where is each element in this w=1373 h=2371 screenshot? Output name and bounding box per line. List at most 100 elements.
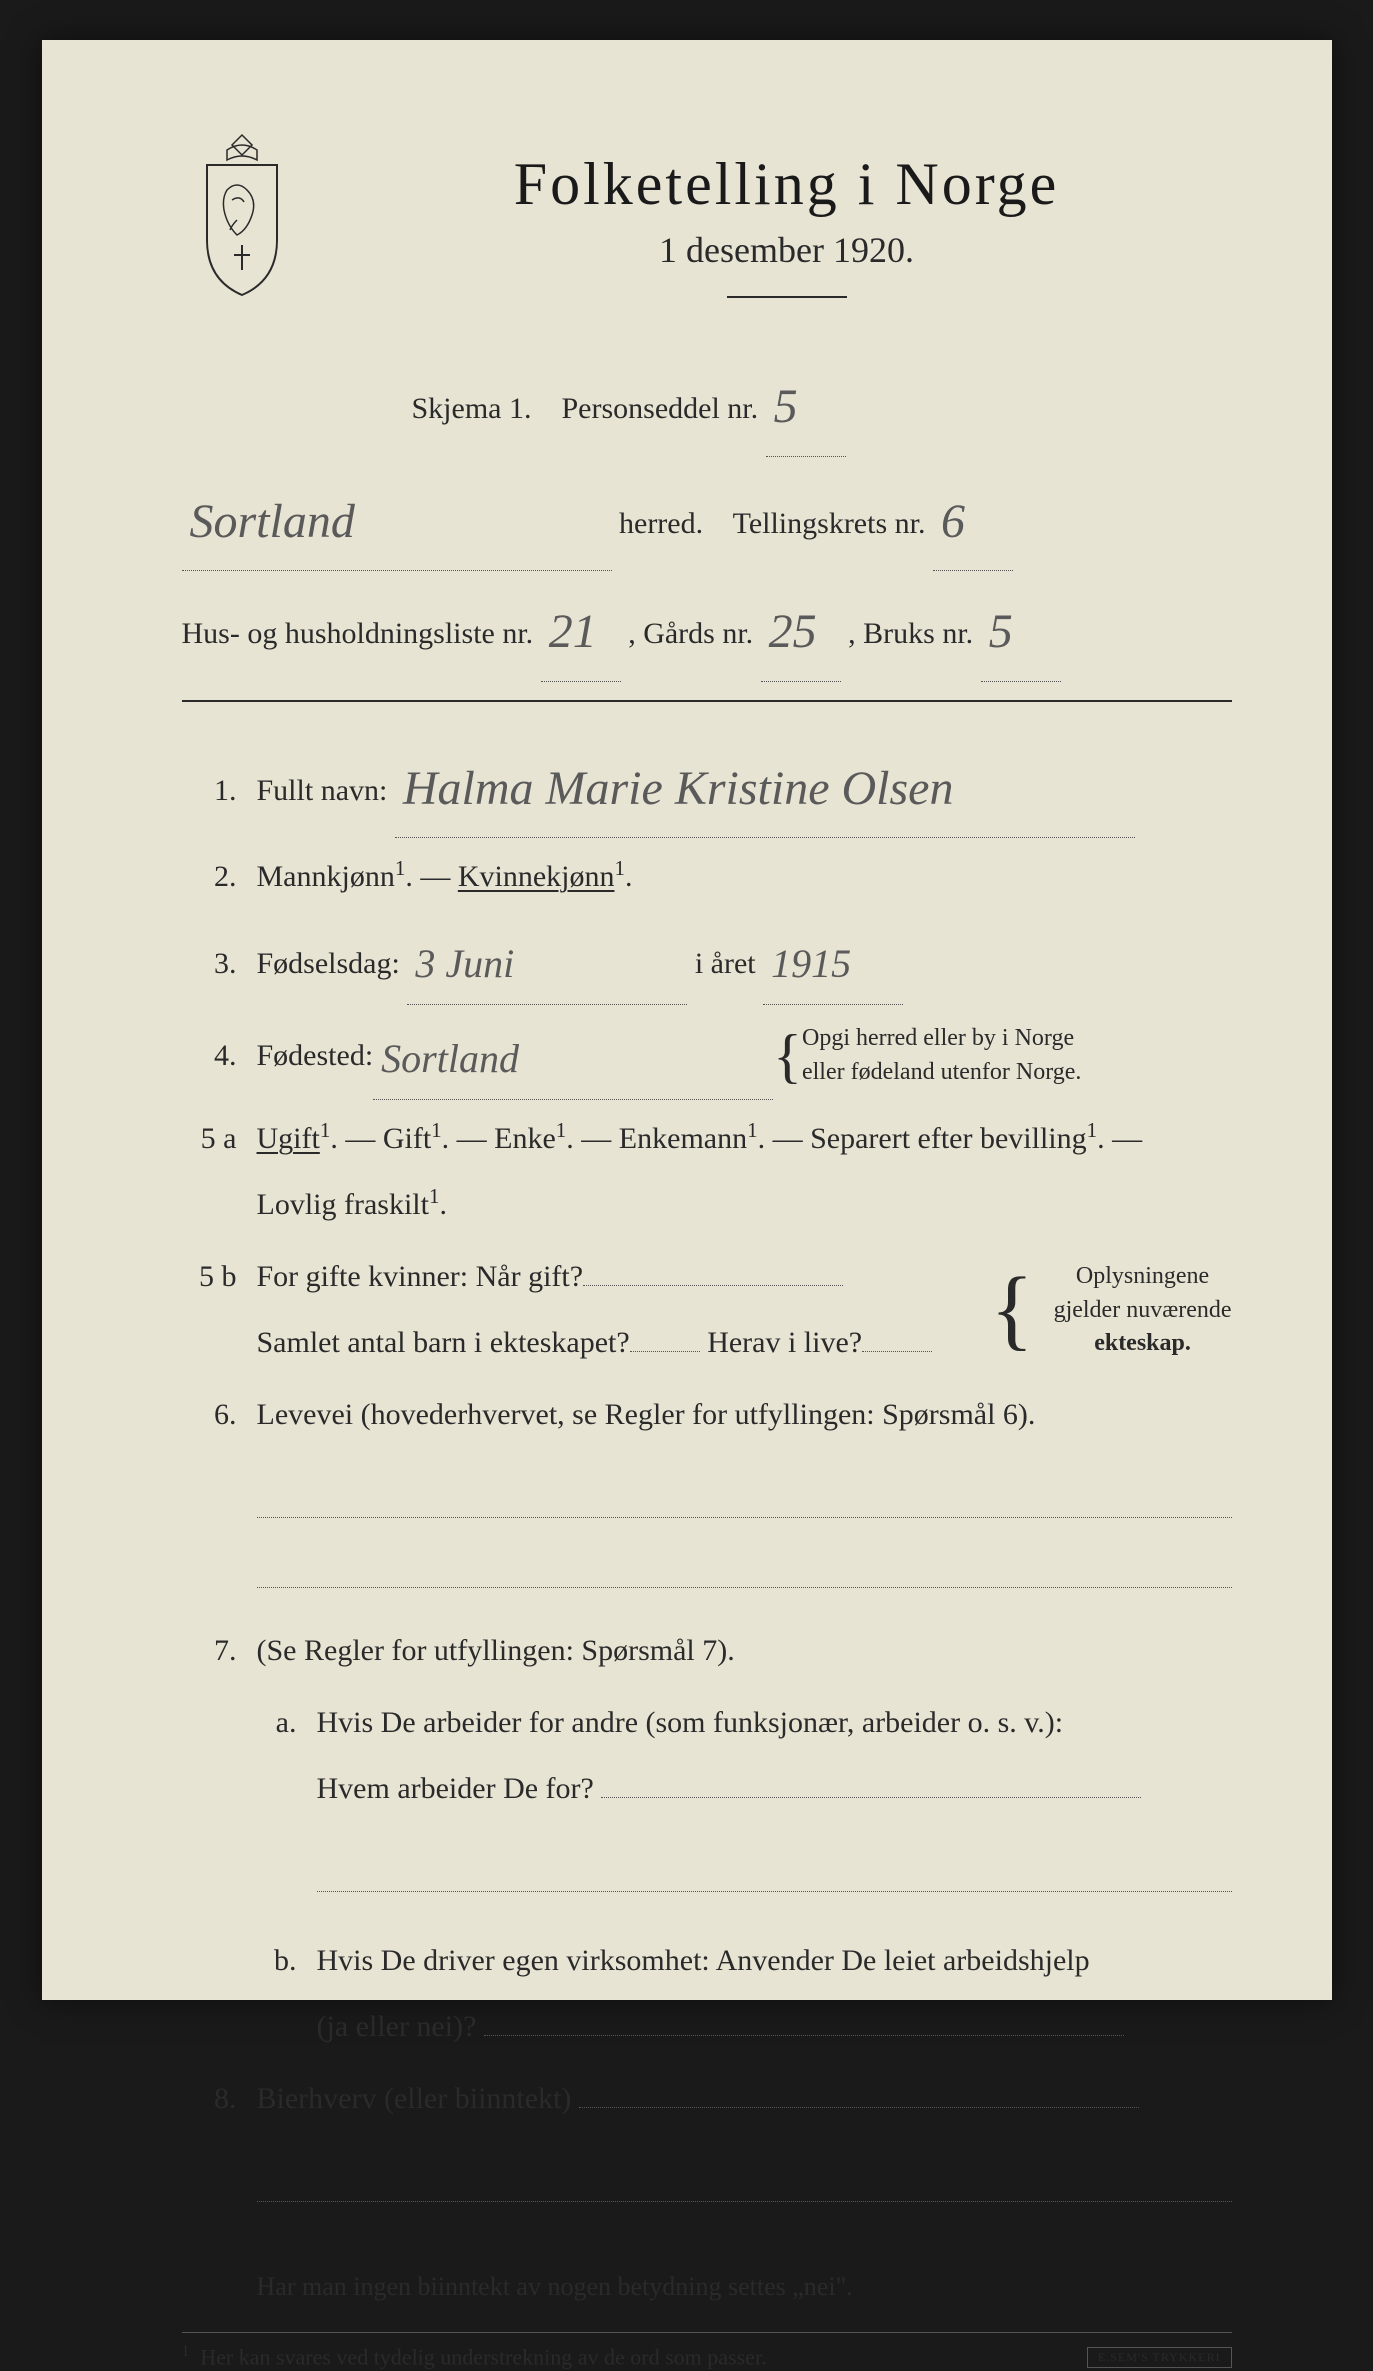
q5a-fraskilt: Lovlig fraskilt <box>257 1188 429 1221</box>
q6-label: Levevei (hovederhvervet, se Regler for u… <box>257 1398 1036 1431</box>
q1: 1. Fullt navn: Halma Marie Kristine Olse… <box>182 732 1232 839</box>
brace-icon: { <box>773 1032 802 1080</box>
q6-blanks <box>182 1478 1232 1588</box>
footnote-row: 1 Her kan svares ved tydelig understrekn… <box>182 2332 1232 2370</box>
q7a-blank <box>317 1852 1232 1892</box>
husliste-value: 21 <box>549 605 597 658</box>
q6-blank-2 <box>257 1548 1232 1588</box>
q1-value: Halma Marie Kristine Olsen <box>403 762 954 815</box>
tellingskrets-field: 6 <box>933 465 1013 572</box>
q4-note: Opgi herred eller by i Norge eller fødel… <box>802 1022 1081 1089</box>
gards-field: 25 <box>761 575 841 682</box>
q6-blank-1 <box>257 1478 1232 1518</box>
q5b-ilive-field <box>862 1351 932 1352</box>
gards-value: 25 <box>769 605 817 658</box>
q4-label: Fødested: <box>257 1023 374 1089</box>
census-form-page: Folketelling i Norge 1 desember 1920. Sk… <box>42 40 1332 2000</box>
meta-row-2: Sortland herred. Tellingskrets nr. 6 <box>182 465 1232 572</box>
q7b-field <box>484 2035 1124 2036</box>
q7b-line1: Hvis De driver egen virksomhet: Anvender… <box>317 1944 1090 1977</box>
q5a-enke: Enke <box>494 1122 556 1155</box>
q7a-line1: Hvis De arbeider for andre (som funksjon… <box>317 1706 1064 1739</box>
printer-stamp: E.SEM'S TRYKKERI <box>1087 2347 1232 2368</box>
q5a: 5 a Ugift1. — Gift1. — Enke1. — Enkemann… <box>182 1106 1232 1238</box>
personseddel-label: Personseddel nr. <box>562 392 759 425</box>
q2: 2. Mannkjønn1. — Kvinnekjønn1. <box>182 844 1232 910</box>
q5a-separert: Separert efter bevilling <box>810 1122 1087 1155</box>
q7a-line2: Hvem arbeider De for? <box>317 1772 594 1805</box>
bruks-field: 5 <box>981 575 1061 682</box>
brace-icon: { <box>990 1274 1033 1346</box>
q6: 6. Levevei (hovederhvervet, se Regler fo… <box>182 1382 1232 1448</box>
q3-day-value: 3 Juni <box>415 941 514 986</box>
tellingskrets-label: Tellingskrets nr. <box>733 507 926 540</box>
meta-row-3: Hus- og husholdningsliste nr. 21 , Gårds… <box>182 575 1232 682</box>
q3-num: 3. <box>182 931 237 997</box>
title-block: Folketelling i Norge 1 desember 1920. <box>342 130 1232 298</box>
q4-field: Sortland <box>373 1011 773 1100</box>
q7b-num: b. <box>257 1928 297 1994</box>
q5b-barn-field <box>630 1351 700 1352</box>
q5b-gift-field <box>583 1285 843 1286</box>
q7b: b. Hvis De driver egen virksomhet: Anven… <box>182 1928 1232 2060</box>
footer-note: Har man ingen biinntekt av nogen betydni… <box>182 2272 1232 2302</box>
husliste-label: Hus- og husholdningsliste nr. <box>182 617 534 650</box>
q8-field <box>579 2107 1139 2108</box>
q5b-note: Oplysningene gjelder nuværende ekteskap. <box>1054 1260 1232 1361</box>
bruks-label: , Bruks nr. <box>848 617 973 650</box>
subtitle: 1 desember 1920. <box>342 229 1232 271</box>
q3-day-field: 3 Juni <box>407 916 687 1005</box>
q4: 4. Fødested: Sortland { Opgi herred elle… <box>182 1011 1232 1100</box>
q2-num: 2. <box>182 844 237 910</box>
footnote-num: 1 <box>182 2343 190 2360</box>
section-divider <box>182 700 1232 702</box>
meta-section: Skjema 1. Personseddel nr. 5 Sortland he… <box>182 350 1232 682</box>
q7-label: (Se Regler for utfyllingen: Spørsmål 7). <box>257 1634 735 1667</box>
q5b-line2a: Samlet antal barn i ekteskapet? <box>257 1326 630 1359</box>
q7a-num: a. <box>257 1690 297 1756</box>
q5a-enkemann: Enkemann <box>619 1122 747 1155</box>
q5a-ugift: Ugift <box>257 1122 320 1155</box>
personseddel-nr-field: 5 <box>766 350 846 457</box>
q1-label: Fullt navn: <box>257 774 388 807</box>
q1-num: 1. <box>182 758 237 824</box>
q5b-line2b: Herav i live? <box>707 1326 862 1359</box>
bruks-value: 5 <box>989 605 1013 658</box>
husliste-field: 21 <box>541 575 621 682</box>
q2-opt-female: Kvinnekjønn <box>458 860 615 893</box>
q7b-line2: (ja eller nei)? <box>317 2010 477 2043</box>
q5b-num: 5 b <box>182 1244 237 1310</box>
meta-row-1: Skjema 1. Personseddel nr. 5 <box>182 350 1232 457</box>
herred-field: Sortland <box>182 465 612 572</box>
herred-value: Sortland <box>190 495 355 548</box>
q7-num: 7. <box>182 1618 237 1684</box>
q1-field: Halma Marie Kristine Olsen <box>395 732 1135 839</box>
q7: 7. (Se Regler for utfyllingen: Spørsmål … <box>182 1618 1232 1684</box>
q3-mid: i året <box>695 947 756 980</box>
q5b: 5 b For gifte kvinner: Når gift? Samlet … <box>182 1244 1232 1376</box>
q6-num: 6. <box>182 1382 237 1448</box>
gards-label: , Gårds nr. <box>628 617 753 650</box>
q8-blank <box>257 2162 1232 2202</box>
q8-label: Bierhverv (eller biinntekt) <box>257 2082 572 2115</box>
q7a: a. Hvis De arbeider for andre (som funks… <box>182 1690 1232 1922</box>
tellingskrets-value: 6 <box>941 495 965 548</box>
skjema-label: Skjema 1. <box>412 392 532 425</box>
personseddel-nr-value: 5 <box>774 380 798 433</box>
q5a-num: 5 a <box>182 1106 237 1172</box>
q3-label: Fødselsdag: <box>257 947 400 980</box>
coat-of-arms-icon <box>182 130 302 300</box>
q3-year-value: 1915 <box>771 941 851 986</box>
footnote-text: Her kan svares ved tydelig understreknin… <box>200 2345 766 2370</box>
q3: 3. Fødselsdag: 3 Juni i året 1915 <box>182 916 1232 1005</box>
q7a-field <box>601 1797 1141 1798</box>
q3-year-field: 1915 <box>763 916 903 1005</box>
q5b-line1: For gifte kvinner: Når gift? <box>257 1260 584 1293</box>
main-title: Folketelling i Norge <box>342 150 1232 219</box>
q8-num: 8. <box>182 2066 237 2132</box>
q2-opt-male: Mannkjønn <box>257 860 395 893</box>
header: Folketelling i Norge 1 desember 1920. <box>182 130 1232 300</box>
title-divider <box>727 296 847 298</box>
q5a-gift: Gift <box>383 1122 431 1155</box>
q4-value: Sortland <box>381 1036 519 1081</box>
